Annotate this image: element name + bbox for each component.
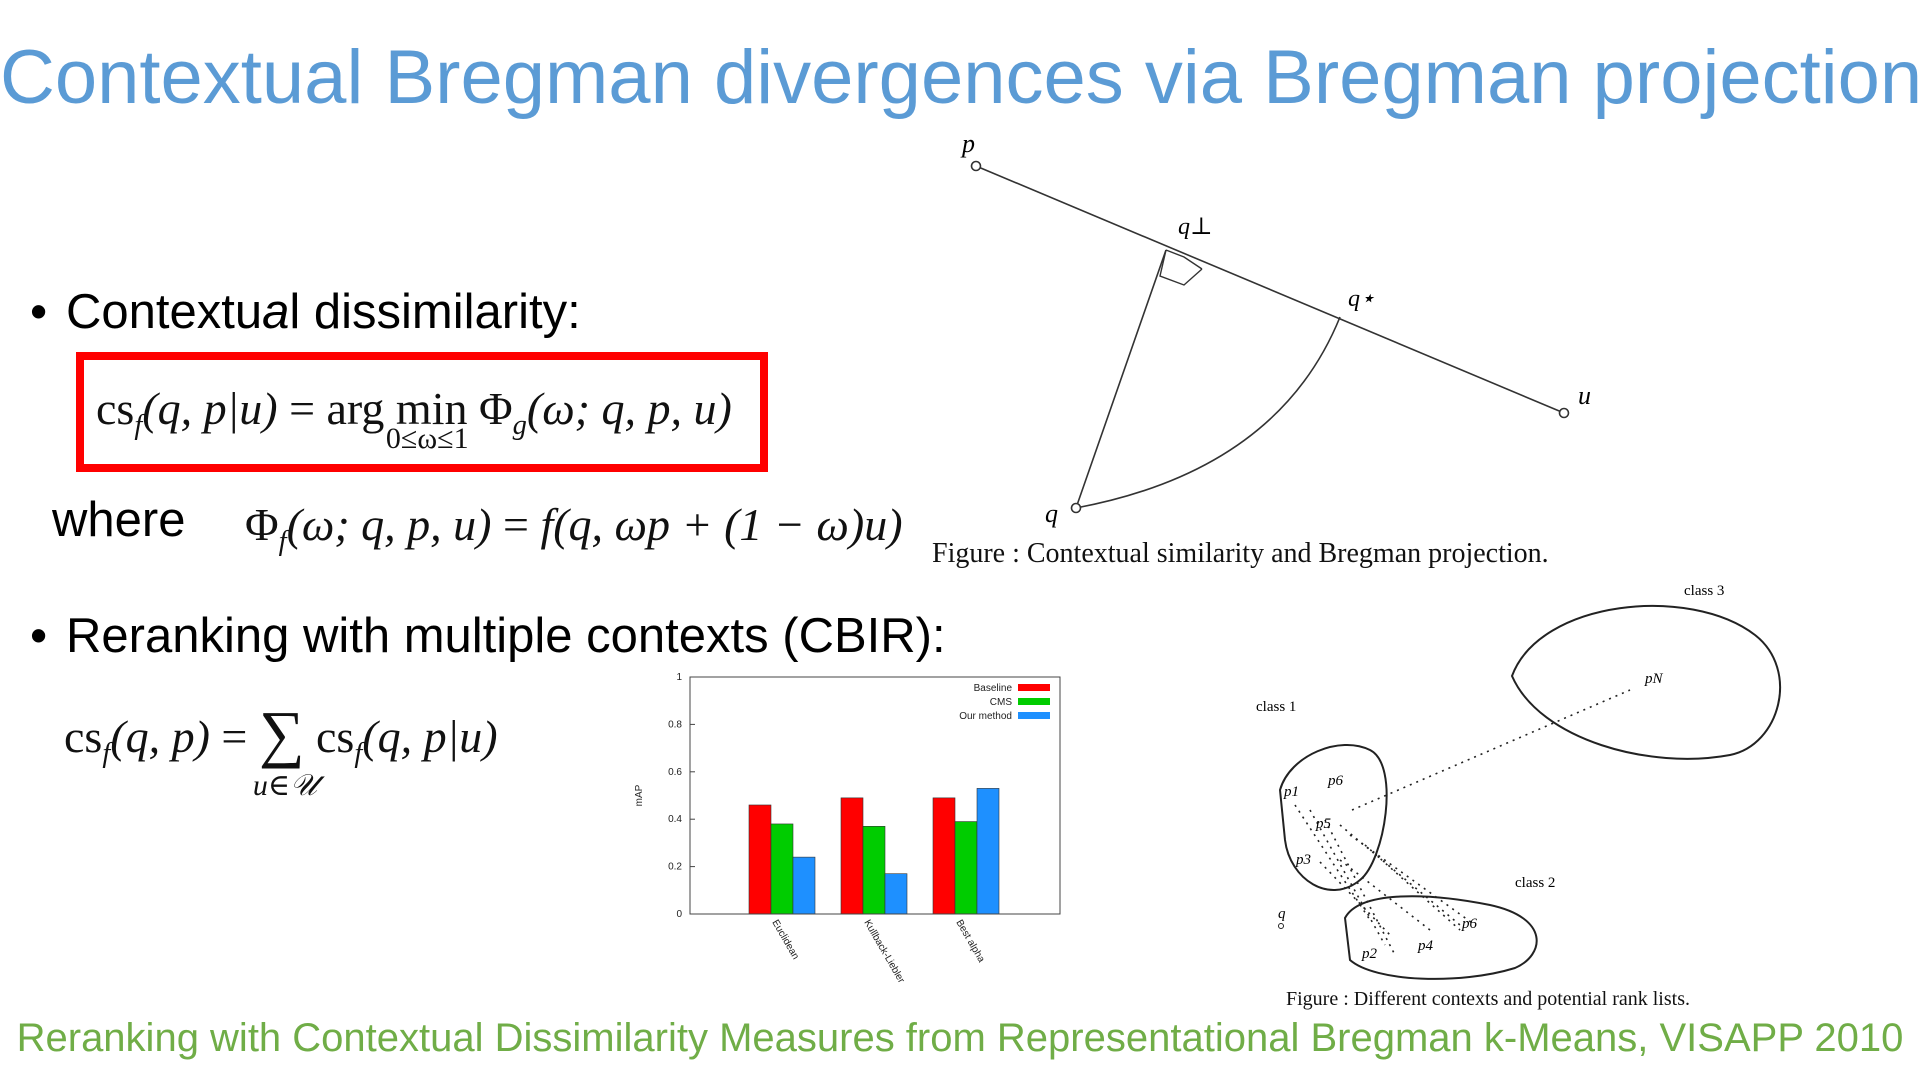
- y-tick-label: 0.4: [668, 814, 682, 825]
- legend-label: CMS: [990, 697, 1013, 708]
- map-bar-chart: 00.20.40.60.81 Euclidean Kullback-Liebler…: [634, 672, 1061, 986]
- y-tick-label: 0.2: [668, 862, 682, 873]
- where-label: where: [52, 493, 186, 547]
- legend-swatch: [1018, 684, 1050, 691]
- label-q-perp: q⊥: [1178, 214, 1213, 240]
- label-p1: p1: [1283, 784, 1299, 800]
- figure2-caption: Figure : Different contexts and potentia…: [1286, 988, 1690, 1010]
- point-q: [1070, 502, 1082, 514]
- chart-legend: Baseline CMS Our method: [959, 683, 1050, 722]
- label-q-star: q⋆: [1348, 286, 1375, 312]
- label-p2: p2: [1361, 946, 1378, 962]
- class2-region: [1343, 895, 1538, 980]
- label-p5: p5: [1315, 816, 1332, 832]
- bullet-dot: •: [30, 285, 48, 339]
- label-p4: p4: [1417, 938, 1434, 954]
- chart-y-axis-label: mAP: [634, 784, 645, 806]
- label-class2: class 2: [1515, 875, 1555, 891]
- rank-dotted-lines: [1294, 689, 1631, 956]
- legend-swatch: [1018, 698, 1050, 705]
- bullet-reranking: • Reranking with multiple contexts (CBIR)…: [30, 608, 946, 664]
- label-class1: class 1: [1256, 699, 1296, 715]
- formula-multi-context-sum: csf(q, p) = ∑ u∈𝒰 csf(q, p|u): [64, 698, 498, 803]
- label-p6-class2: p6: [1461, 916, 1478, 932]
- perpendicular-line: [1075, 249, 1167, 509]
- right-angle-mark-top: [1165, 249, 1203, 270]
- label-class3: class 3: [1684, 583, 1724, 599]
- y-tick-label: 1: [676, 672, 682, 683]
- sum-operator: ∑ u∈𝒰: [252, 698, 318, 803]
- chart-bars: [748, 788, 1000, 915]
- figure1-caption: Figure : Contextual similarity and Bregm…: [932, 538, 1549, 569]
- formula-phi-definition: Φf(ω; q, p, u) = f(q, ωp + (1 − ω)u): [245, 499, 903, 557]
- label-pN: pN: [1644, 671, 1664, 687]
- label-q: q: [1045, 499, 1058, 528]
- legend-label: Baseline: [974, 683, 1013, 694]
- label-p: p: [960, 129, 975, 158]
- bullet-text: Reranking with multiple contexts (CBIR):: [66, 609, 946, 663]
- label-u: u: [1578, 381, 1591, 410]
- bullet-text-part: l dissimilarity:: [289, 285, 581, 339]
- argmin-operator: min 0≤ω≤1: [385, 383, 469, 455]
- point-u: [1558, 407, 1570, 419]
- highlight-box: [76, 352, 768, 472]
- class3-region: [1510, 604, 1781, 760]
- citation-footer: Reranking with Contextual Dissimilarity …: [16, 1016, 1904, 1060]
- y-tick-label: 0: [676, 909, 682, 920]
- class1-region: [1278, 744, 1388, 891]
- label-p3: p3: [1295, 852, 1311, 868]
- y-tick-label: 0.8: [668, 719, 682, 730]
- slide-title: Contextual Bregman divergences via Bregm…: [0, 35, 1920, 120]
- point-q-fig2: [1278, 923, 1284, 929]
- chart-frame: [689, 676, 1061, 915]
- formula-contextual-cs: csf(q, p|u) = arg min 0≤ω≤1 Φg(ω; q, p, u…: [96, 383, 732, 455]
- label-p6-class1: p6: [1327, 773, 1344, 789]
- bullet-dot: •: [30, 609, 48, 663]
- label-q-fig2: q: [1278, 906, 1286, 922]
- legend-swatch: [1018, 712, 1050, 719]
- bregman-geodesic-arc: [1075, 316, 1341, 509]
- legend-label: Our method: [959, 711, 1012, 722]
- bullet-contextual-dissimilarity: • Contextual dissimilarity:: [30, 284, 581, 340]
- y-tick-label: 0.6: [668, 767, 682, 778]
- bullet-text-part: Contextu: [66, 285, 263, 339]
- right-angle-mark: [1159, 249, 1203, 286]
- point-p: [970, 160, 982, 172]
- line-p-u: [975, 165, 1565, 414]
- bullet-text-italic: a: [262, 285, 290, 339]
